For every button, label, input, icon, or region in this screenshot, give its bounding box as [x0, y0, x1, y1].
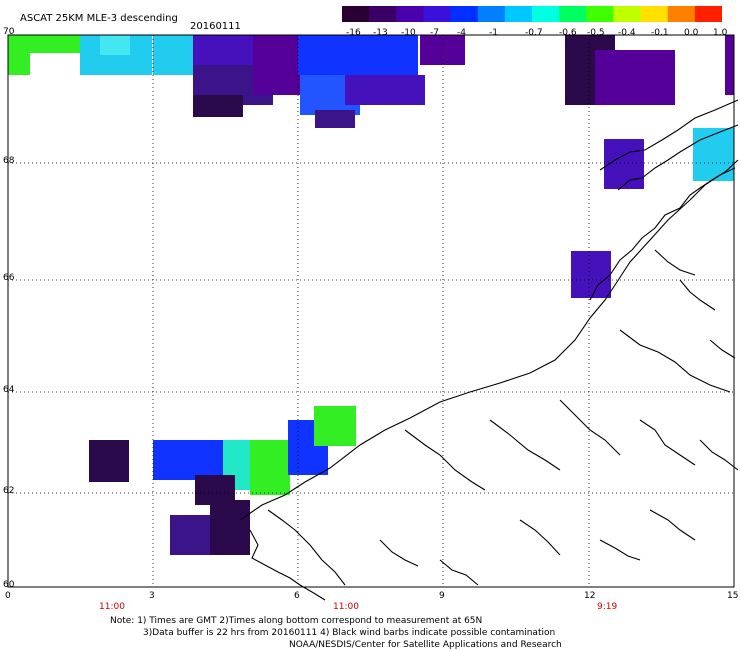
colorbar-segment [613, 6, 642, 22]
pass-time-label: 9:19 [597, 602, 618, 612]
map-frame [7, 34, 735, 588]
scatterometer-cell [314, 406, 356, 446]
coastline [599, 539, 641, 561]
coastline [699, 439, 739, 471]
x-tick-label: 15 [727, 591, 739, 601]
colorbar-segment [396, 6, 424, 22]
scatterometer-cell [193, 95, 243, 117]
scatterometer-cell [420, 35, 465, 65]
colorbar-tick-label: 1.0 [713, 28, 728, 38]
map-date: 20160111 [190, 21, 241, 32]
colorbar-segment [369, 6, 397, 22]
coastline [639, 419, 696, 466]
coastline [649, 509, 696, 541]
scatterometer-cell [571, 251, 611, 298]
colorbar-segment [694, 6, 722, 22]
y-tick-label: 68 [3, 156, 15, 166]
scatterometer-cell [170, 515, 210, 555]
coastline [619, 329, 731, 393]
y-tick-label: 62 [3, 486, 15, 496]
scatterometer-cell [8, 35, 30, 75]
coastline [679, 279, 716, 311]
x-tick-label: 12 [584, 591, 596, 601]
note-line-1: Note: 1) Times are GMT 2)Times along bot… [110, 616, 483, 626]
coastline [709, 339, 736, 359]
scatterometer-cell [210, 500, 250, 555]
coastline [654, 249, 696, 276]
pass-time-label: 11:00 [99, 602, 125, 612]
scatterometer-cell [253, 35, 303, 95]
coastline [489, 419, 561, 471]
colorbar-tick-label: -10 [401, 28, 416, 38]
scatterometer-cell [153, 440, 223, 480]
colorbar-segment [423, 6, 452, 22]
coastline [379, 539, 419, 567]
x-tick-label: 9 [439, 591, 445, 601]
colorbar-tick-label: -13 [373, 28, 388, 38]
scatterometer-cell [250, 440, 290, 495]
scatterometer-cell [89, 440, 129, 482]
colorbar [342, 6, 722, 22]
colorbar-segment [586, 6, 614, 22]
x-tick-label: 6 [294, 591, 300, 601]
map-title: ASCAT 25KM MLE-3 descending [20, 13, 178, 24]
coastline [559, 399, 621, 456]
colorbar-tick-label: -1 [489, 28, 498, 38]
scatterometer-cell [153, 35, 193, 75]
colorbar-tick-label: -0.1 [651, 28, 669, 38]
scatterometer-cell [595, 50, 675, 105]
note-line-3: NOAA/NESDIS/Center for Satellite Applica… [289, 640, 562, 650]
coastline [589, 159, 739, 301]
pass-time-label: 11:00 [333, 602, 359, 612]
x-tick-label: 3 [149, 591, 155, 601]
y-tick-label: 66 [3, 273, 15, 283]
coastline [267, 509, 346, 586]
colorbar-tick-label: -0.4 [618, 28, 636, 38]
y-tick-label: 70 [3, 27, 15, 37]
colorbar-segment [640, 6, 669, 22]
colorbar-segment [450, 6, 479, 22]
colorbar-segment [559, 6, 587, 22]
scatterometer-cell [193, 35, 253, 65]
scatterometer-cell [693, 128, 734, 181]
scatterometer-cell [100, 35, 130, 55]
scatterometer-cell [345, 75, 425, 105]
colorbar-tick-label: -7 [430, 28, 439, 38]
scatterometer-cell [30, 35, 80, 53]
colorbar-tick-label: -4 [457, 28, 466, 38]
coastline [249, 529, 326, 601]
scatterometer-cell [725, 35, 734, 95]
note-line-2: 3)Data buffer is 22 hrs from 20160111 4)… [143, 628, 556, 638]
coastline [617, 124, 739, 191]
colorbar-tick-label: -0.6 [559, 28, 577, 38]
colorbar-segment [667, 6, 696, 22]
scatterometer-cell [298, 35, 418, 75]
colorbar-segment [504, 6, 533, 22]
coastline [439, 559, 479, 586]
colorbar-tick-label: -16 [346, 28, 361, 38]
colorbar-segment [342, 6, 370, 22]
coastline [239, 167, 736, 521]
scatterometer-cell [604, 139, 644, 189]
y-tick-label: 60 [3, 580, 15, 590]
y-tick-label: 64 [3, 385, 15, 395]
scatterometer-cell [315, 110, 355, 128]
colorbar-tick-label: -0.7 [525, 28, 543, 38]
colorbar-tick-label: 0.0 [684, 28, 699, 38]
colorbar-segment [477, 6, 506, 22]
x-tick-label: 0 [5, 591, 11, 601]
coastline [404, 429, 486, 491]
coastline [519, 519, 561, 556]
colorbar-segment [532, 6, 560, 22]
coastline [599, 99, 739, 171]
colorbar-tick-label: -0.5 [587, 28, 605, 38]
